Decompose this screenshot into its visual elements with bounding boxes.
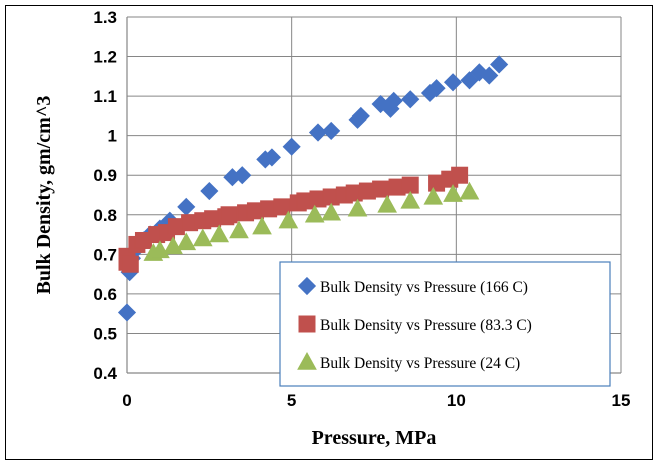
legend-item: Bulk Density vs Pressure (166 C) [297,276,528,296]
y-tick-label: 0.9 [93,166,117,185]
data-point [176,232,197,251]
x-tick-label: 15 [612,391,631,410]
data-point [282,137,301,156]
legend-item: Bulk Density vs Pressure (83.3 C) [298,315,532,334]
series-triangle [143,181,480,261]
data-point [121,255,139,273]
data-point [200,181,219,201]
data-point [372,180,390,198]
series-square [118,166,469,273]
y-tick-label: 0.7 [93,245,117,264]
data-point [117,303,137,322]
data-point [401,90,420,109]
y-tick-label: 1.3 [93,8,117,27]
data-point [451,166,469,184]
legend-item: Bulk Density vs Pressure (24 C) [297,351,520,372]
y-tick-label: 0.5 [93,324,117,343]
data-point [278,210,299,229]
data-point [209,224,230,243]
data-point [177,197,196,216]
legend-marker [298,315,316,333]
data-point [427,79,446,98]
x-tick-label: 10 [447,391,466,410]
y-tick-label: 1 [108,127,117,146]
y-tick-label: 0.6 [93,285,117,304]
data-point [321,202,342,221]
data-point [400,190,421,209]
data-point [220,206,238,224]
data-point [322,121,341,140]
data-point [459,181,480,200]
y-tick-label: 0.4 [93,364,117,383]
data-point [252,216,272,235]
x-axis-title: Pressure, MPa [312,427,437,449]
data-point [443,73,463,92]
legend-box [279,261,611,387]
data-point [480,66,499,85]
x-tick-label: 5 [287,391,296,410]
y-tick-label: 0.8 [93,206,117,225]
data-series [117,55,509,322]
legend-label: Bulk Density vs Pressure (166 C) [320,279,528,296]
data-point [347,198,368,217]
data-point [423,186,444,205]
x-tick-label: 0 [122,391,131,410]
legend-label: Bulk Density vs Pressure (83.3 C) [320,317,532,334]
data-point [351,106,370,125]
y-axis-title: Bulk Density, gm/cm^3 [33,96,55,295]
legend-marker [297,276,317,296]
data-point [304,204,325,223]
data-point [401,176,419,194]
data-point [233,166,252,185]
data-point [384,91,403,110]
y-tick-label: 1.1 [93,87,117,106]
legend-label: Bulk Density vs Pressure (24 C) [320,355,520,372]
y-tick-label: 1.2 [93,48,117,67]
data-point [262,148,281,167]
legend-marker [297,351,317,370]
tick-labels: 0.4 0.5 0.6 0.7 0.8 0.9 1 1.1 1.2 1.3 0 5 10 15 [93,8,630,410]
data-point [377,194,398,213]
data-point [443,184,463,202]
data-point [460,71,479,90]
data-point [490,55,509,74]
data-point [192,228,213,247]
data-point [229,220,249,239]
legend: Bulk Density vs Pressure (166 C) Bulk Den… [279,261,611,387]
